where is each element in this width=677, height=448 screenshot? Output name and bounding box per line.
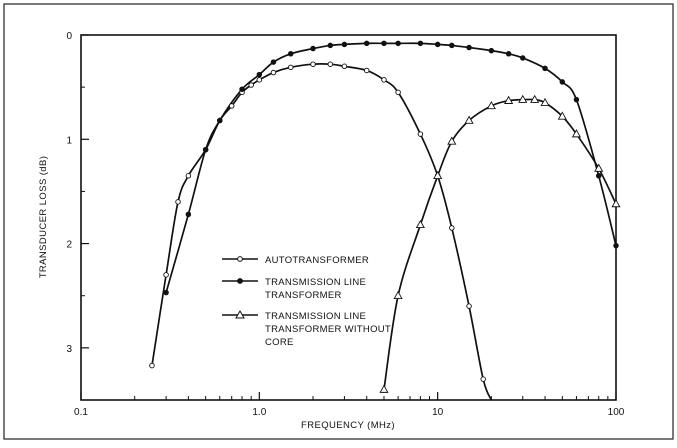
legend-label-tltnc-line3: CORE xyxy=(265,337,294,348)
data-point-transmission-line-transformer xyxy=(217,117,223,124)
data-point-transmission-line-transformer-without-core xyxy=(447,136,457,145)
data-point-autotransformer xyxy=(381,77,387,83)
data-point-autotransformer xyxy=(228,103,235,109)
legend-label-tlt-line2: TRANSFORMER xyxy=(265,290,342,301)
figure-border xyxy=(3,3,674,440)
data-point-autotransformer xyxy=(270,69,277,76)
data-point-transmission-line-transformer xyxy=(395,40,401,47)
data-point-autotransformer xyxy=(417,131,424,137)
data-point-transmission-line-transformer xyxy=(287,51,294,57)
data-point-transmission-line-transformer xyxy=(363,40,370,47)
series-line-autotransformer xyxy=(151,63,493,400)
data-point-transmission-line-transformer xyxy=(202,146,209,153)
data-point-transmission-line-transformer-without-core xyxy=(464,115,474,124)
data-point-transmission-line-transformer-without-core xyxy=(571,129,582,138)
data-point-transmission-line-transformer-without-core xyxy=(379,384,389,393)
y-tick-label: 0 xyxy=(66,31,72,42)
legend: AUTOTRANSFORMER TRANSMISSION LINE TRANSF… xyxy=(222,255,391,348)
x-tick-label: 100 xyxy=(608,407,625,418)
data-point-autotransformer xyxy=(327,61,334,67)
x-tick-label: 0.1 xyxy=(74,407,88,418)
data-point-transmission-line-transformer xyxy=(239,86,245,92)
marker-group xyxy=(149,40,621,393)
data-point-transmission-line-transformer xyxy=(466,44,472,51)
data-point-transmission-line-transformer-without-core xyxy=(530,94,540,103)
data-point-transmission-line-transformer xyxy=(327,42,334,49)
data-point-transmission-line-transformer xyxy=(449,42,455,49)
data-point-autotransformer xyxy=(163,272,169,278)
data-point-autotransformer xyxy=(395,89,401,96)
data-point-transmission-line-transformer xyxy=(270,59,277,65)
data-point-transmission-line-transformer xyxy=(488,47,495,54)
data-point-transmission-line-transformer-without-core xyxy=(486,100,496,110)
y-tick-label: 2 xyxy=(66,240,72,251)
data-point-autotransformer xyxy=(287,64,294,71)
curve-group xyxy=(151,42,616,400)
data-point-transmission-line-transformer xyxy=(256,71,263,78)
data-point-transmission-line-transformer xyxy=(434,41,441,48)
data-point-transmission-line-transformer-without-core xyxy=(504,95,514,104)
data-point-autotransformer xyxy=(480,376,486,382)
data-point-transmission-line-transformer xyxy=(185,211,192,218)
data-point-transmission-line-transformer xyxy=(613,242,619,249)
y-axis-label: TRANSDUCER LOSS (dB) xyxy=(38,156,49,279)
data-point-autotransformer xyxy=(185,173,192,179)
legend-entry-transmission-line-transformer: TRANSMISSION LINE TRANSFORMER xyxy=(222,277,366,301)
x-axis-label: FREQUENCY (MHz) xyxy=(301,420,395,431)
data-point-transmission-line-transformer-without-core xyxy=(415,219,425,229)
y-tick-label: 3 xyxy=(66,344,72,355)
data-point-transmission-line-transformer xyxy=(520,55,526,61)
data-point-transmission-line-transformer xyxy=(310,45,316,52)
legend-label-tlt-line1: TRANSMISSION LINE xyxy=(265,277,366,288)
data-point-transmission-line-transformer xyxy=(559,79,566,85)
data-point-transmission-line-transformer xyxy=(163,289,169,296)
data-point-transmission-line-transformer xyxy=(542,65,548,72)
data-point-transmission-line-transformer-without-core xyxy=(611,199,621,208)
data-point-transmission-line-transformer-without-core xyxy=(557,111,567,120)
legend-label-tltnc-line1: TRANSMISSION LINE xyxy=(265,311,366,322)
y-tick-label: 1 xyxy=(66,135,72,146)
legend-entry-autotransformer: AUTOTRANSFORMER xyxy=(222,255,369,266)
data-point-transmission-line-transformer-without-core xyxy=(518,94,528,103)
x-tick-label: 10 xyxy=(432,407,444,418)
data-point-transmission-line-transformer xyxy=(573,96,580,103)
legend-label-autotransformer: AUTOTRANSFORMER xyxy=(265,255,369,266)
data-point-autotransformer xyxy=(248,82,254,88)
x-tick-label: 1.0 xyxy=(252,407,266,418)
plot-frame xyxy=(80,34,617,401)
data-point-autotransformer xyxy=(175,199,181,205)
data-point-autotransformer xyxy=(149,362,155,369)
data-point-transmission-line-transformer-without-core xyxy=(540,97,550,107)
data-point-autotransformer xyxy=(466,303,472,309)
legend-label-tltnc-line2: TRANSFORMER WITHOUT xyxy=(265,324,391,335)
data-point-transmission-line-transformer xyxy=(381,40,387,47)
data-point-transmission-line-transformer xyxy=(505,51,512,57)
data-point-transmission-line-transformer-without-core xyxy=(433,170,443,180)
tick-group: 0.1 1.0 10 100 0 1 2 3 xyxy=(66,31,624,418)
data-point-transmission-line-transformer xyxy=(417,40,424,47)
legend-entry-transmission-line-without-core: TRANSMISSION LINE TRANSFORMER WITHOUT CO… xyxy=(222,309,391,348)
series-line-transmission-line-transformer-without-core xyxy=(383,98,616,390)
data-point-transmission-line-transformer-without-core xyxy=(594,163,604,172)
data-point-autotransformer xyxy=(256,77,263,83)
data-point-transmission-line-transformer-without-core xyxy=(393,290,403,299)
data-point-autotransformer xyxy=(449,225,455,231)
data-point-transmission-line-transformer xyxy=(595,173,602,179)
data-point-transmission-line-transformer xyxy=(341,41,348,48)
data-point-autotransformer xyxy=(310,61,316,67)
data-point-autotransformer xyxy=(341,63,348,70)
data-point-autotransformer xyxy=(363,67,370,74)
series-line-transmission-line-transformer xyxy=(165,42,616,293)
